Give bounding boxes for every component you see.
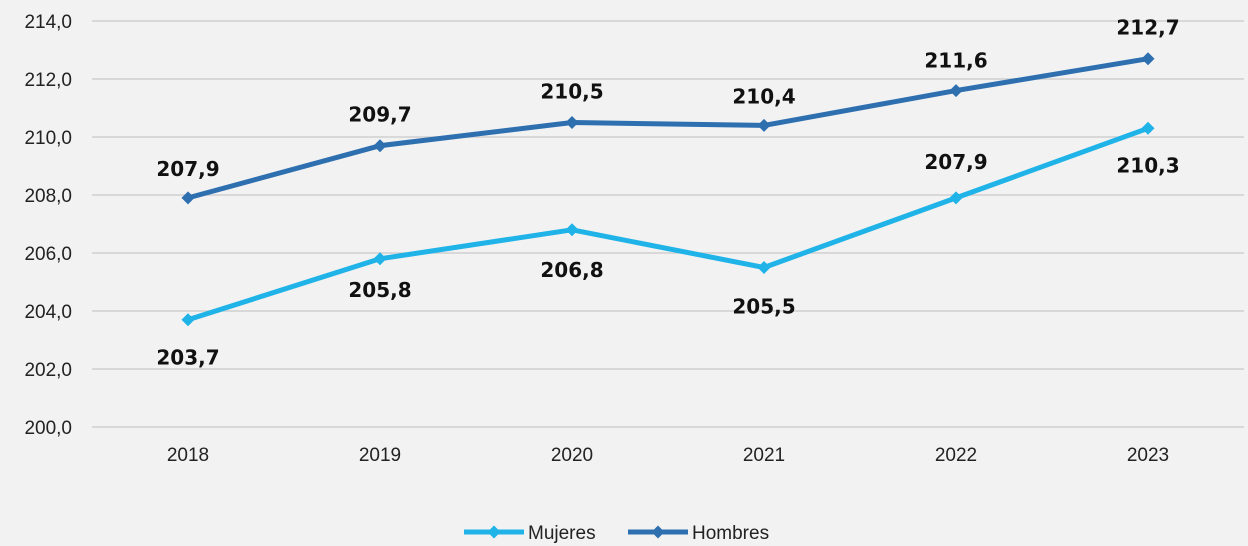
x-axis: 2018 2019 2020 2021 2022 2023 — [167, 445, 1169, 466]
y-tick-label: 206,0 — [24, 244, 72, 265]
series-line-mujeres — [185, 125, 1151, 323]
data-point-mujeres — [181, 313, 195, 327]
data-label-hombres: 207,9 — [156, 157, 219, 181]
data-label-hombres: 210,5 — [540, 80, 603, 104]
y-tick-label: 200,0 — [24, 418, 72, 439]
data-label-mujeres: 207,9 — [924, 150, 987, 174]
x-tick-label: 2021 — [743, 445, 785, 466]
x-tick-label: 2020 — [551, 445, 593, 466]
data-point-hombres — [757, 118, 771, 132]
data-point-mujeres — [757, 261, 771, 274]
data-point-hombres — [949, 84, 963, 98]
y-tick-label: 208,0 — [24, 186, 72, 207]
data-point-mujeres — [373, 252, 387, 266]
legend: Mujeres Hombres — [464, 523, 769, 544]
x-tick-label: 2018 — [167, 445, 209, 466]
data-point-hombres — [181, 191, 195, 205]
data-point-hombres — [565, 116, 579, 129]
data-label-mujeres: 210,3 — [1116, 153, 1179, 177]
data-label-hombres: 209,7 — [348, 103, 411, 127]
data-point-hombres — [373, 139, 387, 153]
y-tick-label: 212,0 — [24, 70, 72, 91]
y-tick-label: 204,0 — [24, 302, 72, 323]
data-point-mujeres — [1141, 121, 1155, 135]
x-tick-label: 2019 — [359, 445, 401, 466]
data-point-mujeres — [565, 223, 579, 237]
y-tick-label: 202,0 — [24, 360, 72, 381]
grid-lines — [92, 20, 1244, 428]
y-tick-label: 210,0 — [24, 128, 72, 149]
data-point-hombres — [1141, 52, 1155, 66]
data-label-mujeres: 206,8 — [540, 258, 603, 282]
data-label-hombres: 212,7 — [1116, 16, 1179, 40]
x-tick-label: 2022 — [935, 445, 977, 466]
x-tick-label: 2023 — [1127, 445, 1169, 466]
data-label-hombres: 211,6 — [924, 49, 987, 73]
legend-label-hombres: Hombres — [692, 523, 769, 544]
legend-label-mujeres: Mujeres — [528, 523, 596, 544]
series-line-hombres — [185, 56, 1151, 201]
series-group: 203,7 205,8 206,8 205,5 207,9 210,3 207,9 209,7… — [156, 16, 1179, 370]
data-label-mujeres: 203,7 — [156, 346, 219, 370]
y-tick-label: 214,0 — [24, 12, 72, 33]
data-label-hombres: 210,4 — [732, 84, 795, 108]
data-label-mujeres: 205,5 — [732, 295, 795, 319]
legend-marker-mujeres — [487, 525, 501, 539]
data-label-mujeres: 205,8 — [348, 278, 411, 302]
data-point-mujeres — [949, 191, 963, 205]
y-axis: 200,0 202,0 204,0 206,0 208,0 210,0 212,0 214,0 — [24, 12, 72, 439]
legend-marker-hombres — [651, 525, 665, 539]
